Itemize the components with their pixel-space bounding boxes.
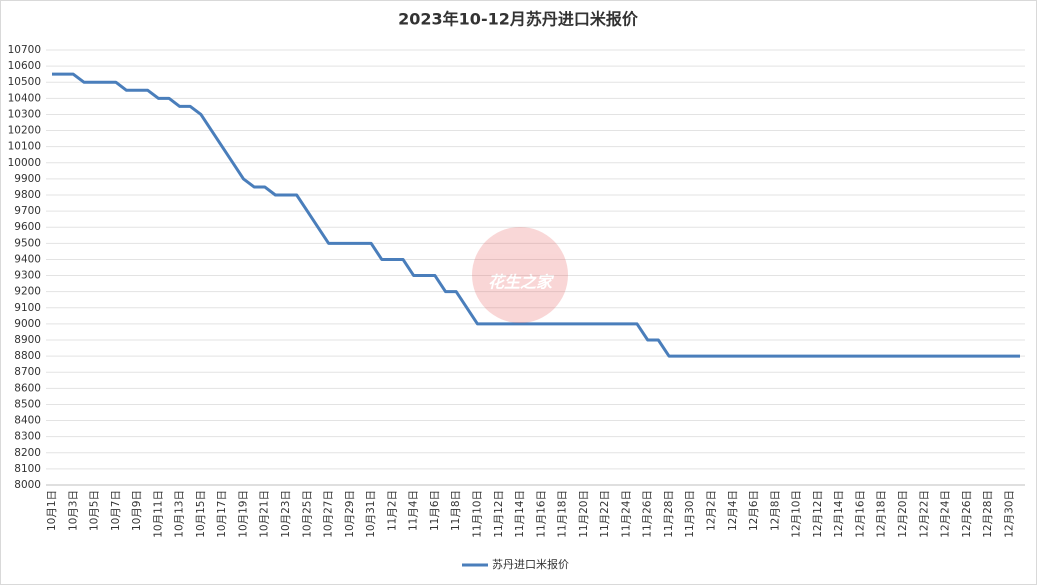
x-tick-label: 10月9日 [131, 490, 143, 531]
x-tick-label: 12月4日 [727, 490, 739, 531]
x-tick-label: 10月21日 [259, 490, 271, 538]
y-tick-label: 9500 [14, 237, 41, 249]
x-tick-label: 10月3日 [67, 490, 79, 531]
y-tick-label: 8000 [14, 479, 41, 491]
x-tick-label: 10月1日 [46, 490, 58, 531]
watermark-text: 花生之家 [488, 273, 555, 292]
x-tick-label: 11月10日 [471, 490, 483, 538]
y-tick-label: 8700 [14, 366, 41, 378]
x-tick-label: 10月31日 [365, 490, 377, 538]
y-tick-label: 9300 [14, 270, 41, 282]
x-tick-label: 11月28日 [663, 490, 675, 538]
x-tick-label: 12月14日 [833, 490, 845, 538]
y-tick-label: 10000 [8, 157, 41, 169]
y-tick-label: 9900 [14, 173, 41, 185]
x-tick-label: 11月14日 [514, 490, 526, 538]
x-tick-label: 12月6日 [748, 490, 760, 531]
x-tick-label: 11月24日 [620, 490, 632, 538]
x-tick-label: 10月5日 [89, 490, 101, 531]
x-tick-label: 10月23日 [280, 490, 292, 538]
y-tick-label: 9100 [14, 302, 41, 314]
y-tick-label: 9800 [14, 189, 41, 201]
y-tick-label: 8600 [14, 382, 41, 394]
x-tick-label: 10月29日 [344, 490, 356, 538]
y-tick-label: 8100 [14, 463, 41, 475]
x-tick-label: 11月18日 [557, 490, 569, 538]
x-tick-label: 12月30日 [1003, 490, 1015, 538]
watermark: 花生之家 [472, 227, 568, 323]
x-tick-label: 10月7日 [110, 490, 122, 531]
y-tick-label: 8800 [14, 350, 41, 362]
x-tick-label: 12月8日 [769, 490, 781, 531]
x-tick-label: 11月6日 [429, 490, 441, 531]
x-tick-label: 10月27日 [323, 490, 335, 538]
x-tick-label: 12月16日 [854, 490, 866, 538]
x-tick-label: 10月19日 [237, 490, 249, 538]
x-tick-label: 12月28日 [982, 490, 994, 538]
x-tick-label: 11月26日 [642, 490, 654, 538]
x-tick-label: 10月11日 [152, 490, 164, 538]
x-tick-label: 12月22日 [918, 490, 930, 538]
y-tick-label: 9400 [14, 253, 41, 265]
y-tick-label: 8900 [14, 334, 41, 346]
y-tick-label: 10500 [8, 76, 41, 88]
y-tick-label: 10600 [8, 60, 41, 72]
x-tick-label: 12月20日 [897, 490, 909, 538]
y-tick-label: 8500 [14, 398, 41, 410]
y-tick-label: 9200 [14, 286, 41, 298]
x-tick-label: 11月12日 [493, 490, 505, 538]
x-tick-label: 12月12日 [812, 490, 824, 538]
x-tick-label: 12月10日 [791, 490, 803, 538]
y-tick-label: 10400 [8, 92, 41, 104]
y-tick-label: 9000 [14, 318, 41, 330]
x-tick-label: 11月4日 [408, 490, 420, 531]
y-tick-label: 10200 [8, 125, 41, 137]
y-tick-label: 8300 [14, 431, 41, 443]
y-tick-label: 9700 [14, 205, 41, 217]
y-tick-label: 10300 [8, 108, 41, 120]
y-tick-label: 8400 [14, 415, 41, 427]
y-tick-label: 10100 [8, 141, 41, 153]
x-tick-label: 12月18日 [876, 490, 888, 538]
x-tick-label: 10月17日 [216, 490, 228, 538]
x-tick-label: 10月13日 [174, 490, 186, 538]
x-tick-label: 12月26日 [961, 490, 973, 538]
x-tick-label: 11月8日 [450, 490, 462, 531]
watermark-logo [472, 227, 568, 323]
x-tick-label: 10月25日 [301, 490, 313, 538]
x-tick-label: 11月30日 [684, 490, 696, 538]
legend-label: 苏丹进口米报价 [492, 557, 569, 571]
chart-title: 2023年10-12月苏丹进口米报价 [398, 10, 639, 29]
x-tick-label: 11月2日 [386, 490, 398, 531]
x-tick-label: 11月22日 [599, 490, 611, 538]
x-tick-label: 10月15日 [195, 490, 207, 538]
y-tick-label: 9600 [14, 221, 41, 233]
y-tick-label: 10700 [8, 44, 41, 56]
x-tick-label: 12月2日 [706, 490, 718, 531]
x-tick-label: 12月24日 [940, 490, 952, 538]
x-tick-label: 11月20日 [578, 490, 590, 538]
y-tick-label: 8200 [14, 447, 41, 459]
series-line [52, 72, 1020, 358]
x-tick-label: 11月16日 [535, 490, 547, 538]
